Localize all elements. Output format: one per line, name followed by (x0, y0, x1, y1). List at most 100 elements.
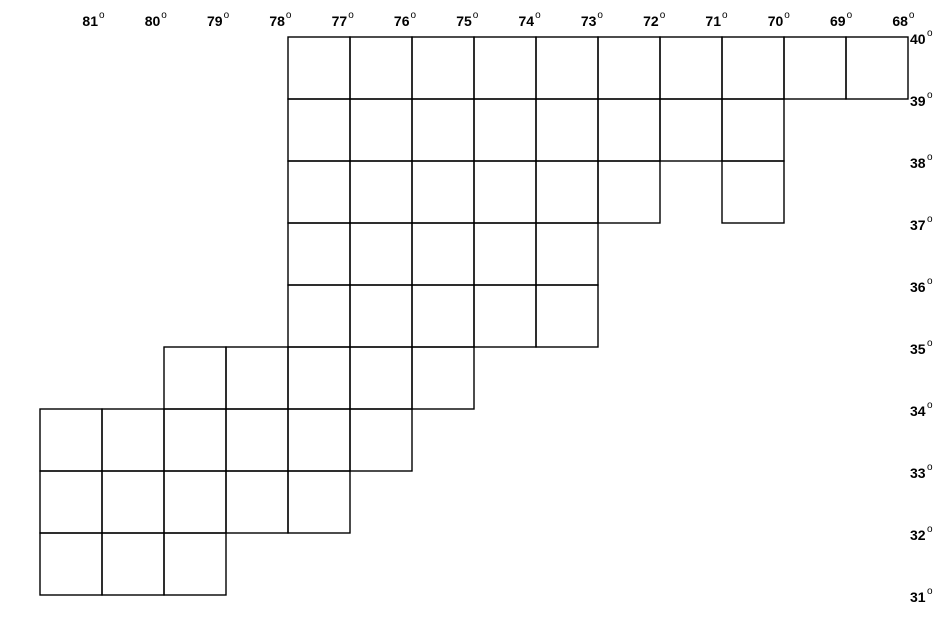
degree-mark: o (722, 10, 728, 21)
tile (287, 470, 351, 534)
degree-mark: o (927, 276, 933, 287)
latitude-label: 36 (910, 279, 926, 295)
tile (163, 532, 227, 596)
tile (225, 408, 289, 472)
longitude-label: 71 (705, 13, 721, 29)
degree-mark: o (927, 90, 933, 101)
tile (101, 408, 165, 472)
tile (535, 222, 599, 286)
degree-mark: o (411, 10, 417, 21)
tile (535, 284, 599, 348)
degree-mark: o (473, 10, 479, 21)
latitude-label: 39 (910, 93, 926, 109)
degree-mark: o (927, 214, 933, 225)
tile (349, 222, 413, 286)
longitude-label: 79 (207, 13, 223, 29)
tile (349, 36, 413, 100)
tile (287, 98, 351, 162)
tile (411, 222, 475, 286)
degree-mark: o (927, 152, 933, 163)
latitude-label: 38 (910, 155, 926, 171)
degree-mark: o (927, 524, 933, 535)
tile (349, 284, 413, 348)
longitude-label: 74 (519, 13, 535, 29)
tile (225, 470, 289, 534)
tile (287, 346, 351, 410)
longitude-label: 73 (581, 13, 597, 29)
tile (163, 408, 227, 472)
tile (163, 470, 227, 534)
degree-mark: o (927, 338, 933, 349)
tile (659, 36, 723, 100)
tile (411, 346, 475, 410)
tile (659, 98, 723, 162)
degree-mark: o (99, 10, 105, 21)
tile (721, 160, 785, 224)
tile (287, 284, 351, 348)
longitude-label: 81 (82, 13, 98, 29)
tile (597, 98, 661, 162)
degree-mark: o (286, 10, 292, 21)
degree-mark: o (847, 10, 853, 21)
tile (473, 36, 537, 100)
tile (845, 36, 909, 100)
tile-grid (39, 36, 909, 596)
tile (39, 408, 103, 472)
tile (473, 160, 537, 224)
tile (597, 160, 661, 224)
degree-mark: o (348, 10, 354, 21)
latitude-label: 37 (910, 217, 926, 233)
tile (783, 36, 847, 100)
tile (225, 346, 289, 410)
degree-mark: o (660, 10, 666, 21)
coordinate-labels: 81 o 80 o 79 o 78 o 77 o 76 o 75 o 74 o 73 o 72 o 71 o 70 o 69 o 6… (82, 10, 933, 605)
tile (597, 36, 661, 100)
degree-mark: o (909, 10, 915, 21)
tile (287, 408, 351, 472)
longitude-label: 69 (830, 13, 846, 29)
degree-mark: o (784, 10, 790, 21)
tile (411, 36, 475, 100)
degree-mark: o (927, 462, 933, 473)
bathymetry (0, 0, 908, 600)
tile (721, 36, 785, 100)
degree-mark: o (535, 10, 541, 21)
tile (101, 470, 165, 534)
tile (535, 160, 599, 224)
longitude-label: 80 (145, 13, 161, 29)
tile (349, 346, 413, 410)
tile (473, 98, 537, 162)
latitude-label: 35 (910, 341, 926, 357)
tile (473, 284, 537, 348)
degree-mark: o (927, 28, 933, 39)
tile (411, 284, 475, 348)
tile (39, 470, 103, 534)
degree-mark: o (927, 586, 933, 597)
shelf (80, 37, 600, 600)
degree-mark: o (224, 10, 230, 21)
degree-mark: o (597, 10, 603, 21)
deep-water (722, 161, 784, 223)
tile (163, 346, 227, 410)
degree-mark: o (161, 10, 167, 21)
tile (349, 408, 413, 472)
tile (535, 98, 599, 162)
longitude-label: 75 (456, 13, 472, 29)
longitude-label: 70 (768, 13, 784, 29)
tile (473, 222, 537, 286)
latitude-label: 34 (910, 403, 926, 419)
tile (287, 36, 351, 100)
longitude-label: 76 (394, 13, 410, 29)
tile (411, 160, 475, 224)
longitude-label: 77 (332, 13, 348, 29)
tile (535, 36, 599, 100)
latitude-label: 33 (910, 465, 926, 481)
tile (411, 98, 475, 162)
latitude-label: 31 (910, 589, 926, 605)
tile (349, 98, 413, 162)
latitude-label: 32 (910, 527, 926, 543)
tile (287, 222, 351, 286)
longitude-label: 68 (892, 13, 908, 29)
degree-mark: o (927, 400, 933, 411)
